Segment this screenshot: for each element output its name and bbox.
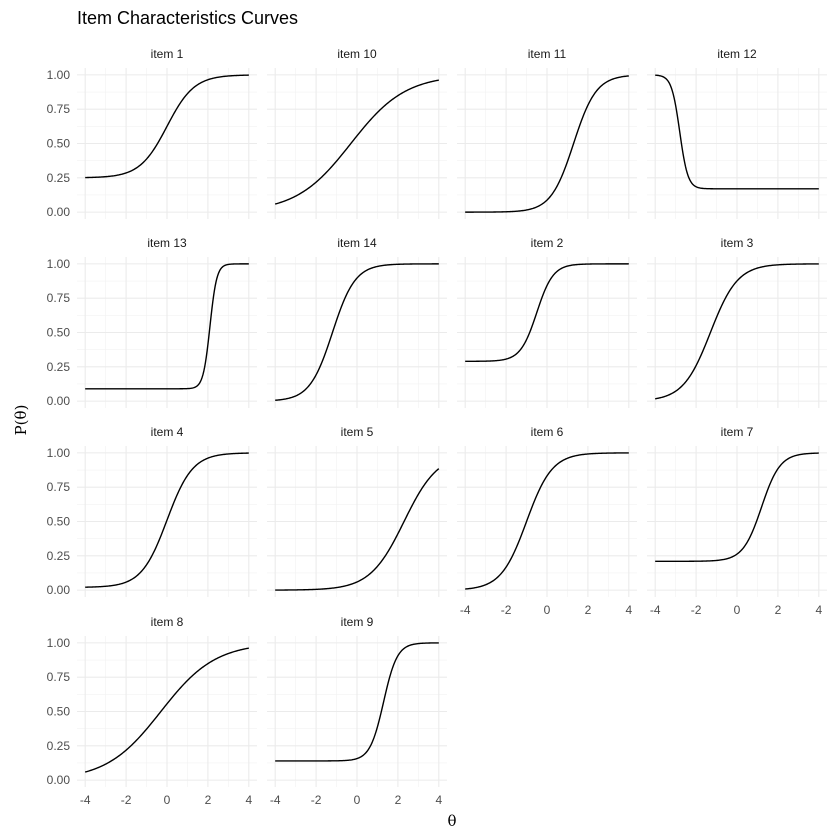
facet-strip-label: item 6 <box>531 425 564 439</box>
x-tick-label: -2 <box>121 793 132 807</box>
y-tick-label: 0.25 <box>47 360 71 374</box>
icc-curve <box>84 647 249 773</box>
y-tick-label: 0.50 <box>47 515 71 529</box>
x-tick-label: -4 <box>460 603 471 617</box>
icc-curve <box>275 642 439 762</box>
facet-strip-label: item 10 <box>337 47 377 61</box>
x-tick-label: 2 <box>395 793 402 807</box>
icc-curve <box>85 452 249 588</box>
x-tick-label: -2 <box>311 793 322 807</box>
y-tick-label: 0.25 <box>47 549 71 563</box>
facet-strip-label: item 8 <box>151 615 184 629</box>
chart-title: Item Characteristics Curves <box>77 8 298 28</box>
y-tick-label: 1.00 <box>47 257 71 271</box>
x-tick-label: -4 <box>270 793 281 807</box>
icc-curve <box>655 263 819 400</box>
facet-strip-label: item 5 <box>341 425 374 439</box>
y-tick-label: 0.25 <box>47 171 71 185</box>
y-tick-label: 0.50 <box>47 705 71 719</box>
icc-curve <box>85 74 249 179</box>
icc-curve <box>655 74 819 190</box>
x-tick-label: 2 <box>775 603 782 617</box>
icc-curve <box>274 79 439 205</box>
y-tick-label: 1.00 <box>47 446 71 460</box>
y-axis-label: P(θ) <box>12 405 30 436</box>
facet-strip-label: item 4 <box>151 425 184 439</box>
facet-strip-label: item 3 <box>721 236 754 250</box>
x-tick-label: 0 <box>354 793 361 807</box>
y-tick-label: 0.75 <box>47 670 71 684</box>
facet-panel: item 14 <box>267 236 447 408</box>
y-tick-label: 0.25 <box>47 739 71 753</box>
facet-panel: item 13 0.00 0.25 0.50 0.75 1.00 <box>47 236 257 408</box>
y-tick-label: 0.75 <box>47 102 71 116</box>
facet-panel: item 8 0.00 0.25 0.50 0.75 1.00 -4 -2 0 2 4 <box>47 615 257 807</box>
facet-strip-label: item 12 <box>717 47 757 61</box>
x-axis-label: θ <box>447 812 456 830</box>
facet-panel: item 2 <box>457 236 637 408</box>
facet-panel: item 7 -4 -2 0 2 4 <box>647 425 827 617</box>
icc-curve <box>465 452 629 590</box>
x-tick-label: 2 <box>205 793 212 807</box>
x-tick-label: -2 <box>501 603 512 617</box>
y-tick-label: 0.50 <box>47 326 71 340</box>
icc-curve <box>465 263 629 363</box>
x-tick-label: 0 <box>164 793 171 807</box>
facet-strip-label: item 2 <box>531 236 564 250</box>
facet-panel: item 11 <box>457 47 637 219</box>
facet-strip-label: item 13 <box>147 236 187 250</box>
x-tick-label: 4 <box>245 793 252 807</box>
facet-panel: item 3 <box>647 236 827 408</box>
x-tick-label: 2 <box>585 603 592 617</box>
y-tick-label: 1.00 <box>47 68 71 82</box>
icc-curve <box>275 468 440 591</box>
icc-curve <box>655 452 819 563</box>
facet-strip-label: item 1 <box>151 47 184 61</box>
x-tick-label: 4 <box>625 603 632 617</box>
y-tick-label: 0.75 <box>47 291 71 305</box>
facet-panel: item 12 <box>647 47 827 219</box>
y-tick-label: 0.00 <box>47 394 71 408</box>
facet-panel: item 4 0.00 0.25 0.50 0.75 1.00 <box>47 425 257 597</box>
y-tick-label: 0.50 <box>47 137 71 151</box>
x-tick-label: 4 <box>435 793 442 807</box>
y-tick-label: 0.00 <box>47 205 71 219</box>
facet-panel: item 9 -4 -2 0 2 4 <box>267 615 447 807</box>
facet-panel: item 1 0.00 0.25 0.50 0.75 1.00 <box>47 47 257 219</box>
y-tick-label: 0.00 <box>47 583 71 597</box>
x-tick-label: 0 <box>734 603 741 617</box>
icc-curve <box>85 263 249 390</box>
icc-curve <box>275 263 439 401</box>
y-tick-label: 1.00 <box>47 636 71 650</box>
x-tick-label: 0 <box>544 603 551 617</box>
x-tick-label: -4 <box>650 603 661 617</box>
facet-strip-label: item 11 <box>528 47 567 61</box>
facet-panel: item 10 <box>267 47 447 219</box>
facet-panel: item 6 -4 -2 0 2 4 <box>457 425 637 617</box>
x-tick-label: -4 <box>80 793 91 807</box>
y-tick-label: 0.00 <box>47 773 71 787</box>
x-tick-label: 4 <box>815 603 822 617</box>
facet-panel: item 5 <box>267 425 447 597</box>
facet-strip-label: item 7 <box>721 425 754 439</box>
x-tick-label: -2 <box>691 603 702 617</box>
facet-strip-label: item 9 <box>341 615 374 629</box>
facet-strip-label: item 14 <box>337 236 377 250</box>
y-tick-label: 0.75 <box>47 480 71 494</box>
icc-curve <box>465 75 629 213</box>
